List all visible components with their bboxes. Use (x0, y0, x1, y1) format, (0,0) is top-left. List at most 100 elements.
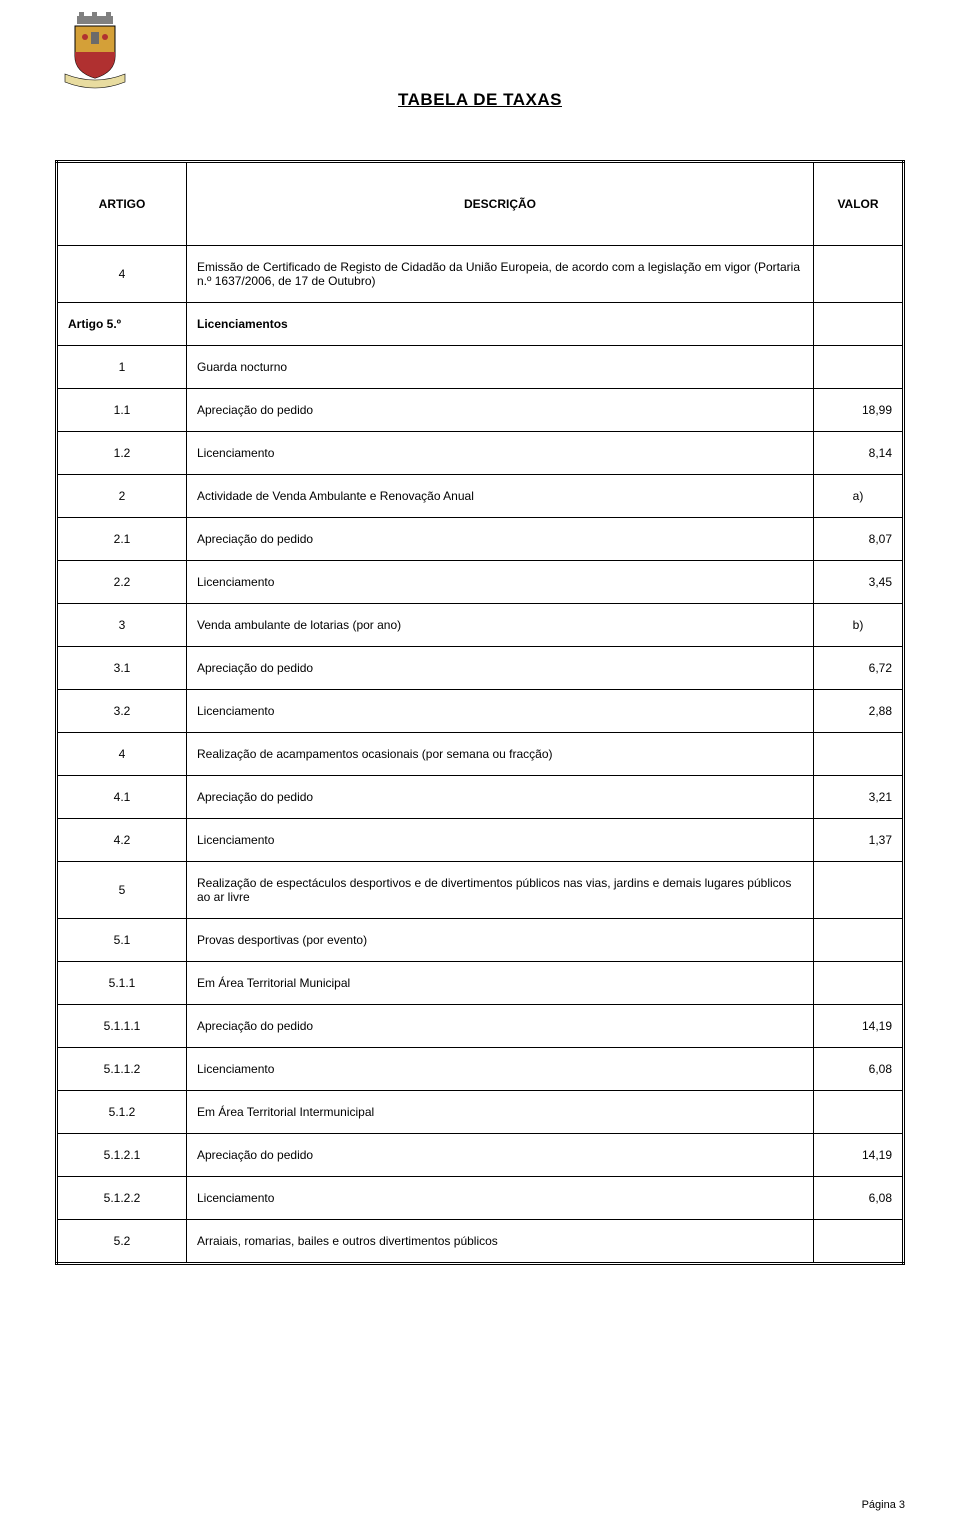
cell-descricao: Em Área Territorial Municipal (187, 962, 814, 1005)
cell-artigo: 5.1.2.2 (57, 1177, 187, 1220)
cell-descricao: Licenciamento (187, 561, 814, 604)
cell-valor (814, 733, 904, 776)
table-row: 5Realização de espectáculos desportivos … (57, 862, 904, 919)
col-header-valor: VALOR (814, 162, 904, 246)
cell-descricao: Apreciação do pedido (187, 1005, 814, 1048)
cell-valor (814, 1220, 904, 1264)
cell-artigo: 1 (57, 346, 187, 389)
cell-descricao: Apreciação do pedido (187, 518, 814, 561)
table-row: 2.2Licenciamento3,45 (57, 561, 904, 604)
table-row: 5.1.1.1Apreciação do pedido14,19 (57, 1005, 904, 1048)
col-header-artigo: ARTIGO (57, 162, 187, 246)
table-row: Artigo 5.ºLicenciamentos (57, 303, 904, 346)
cell-valor: 8,14 (814, 432, 904, 475)
cell-valor: 2,88 (814, 690, 904, 733)
cell-valor: 18,99 (814, 389, 904, 432)
cell-descricao: Provas desportivas (por evento) (187, 919, 814, 962)
col-header-descricao: DESCRIÇÃO (187, 162, 814, 246)
table-row: 5.2Arraiais, romarias, bailes e outros d… (57, 1220, 904, 1264)
table-row: 2.1Apreciação do pedido8,07 (57, 518, 904, 561)
cell-artigo: 4 (57, 246, 187, 303)
cell-descricao: Emissão de Certificado de Registo de Cid… (187, 246, 814, 303)
cell-valor: 14,19 (814, 1134, 904, 1177)
page-title: TABELA DE TAXAS (55, 90, 905, 110)
cell-descricao: Licenciamento (187, 1048, 814, 1091)
cell-valor: 1,37 (814, 819, 904, 862)
cell-valor (814, 346, 904, 389)
cell-valor (814, 246, 904, 303)
cell-artigo: 5.1.2.1 (57, 1134, 187, 1177)
table-row: 3.1Apreciação do pedido6,72 (57, 647, 904, 690)
cell-valor (814, 962, 904, 1005)
cell-artigo: 4.2 (57, 819, 187, 862)
table-row: 1Guarda nocturno (57, 346, 904, 389)
taxes-table: ARTIGO DESCRIÇÃO VALOR 4Emissão de Certi… (55, 160, 905, 1265)
cell-descricao: Realização de acampamentos ocasionais (p… (187, 733, 814, 776)
cell-descricao: Licenciamento (187, 819, 814, 862)
cell-artigo: 4 (57, 733, 187, 776)
municipal-crest-icon (55, 12, 135, 95)
table-row: 3Venda ambulante de lotarias (por ano)b) (57, 604, 904, 647)
cell-artigo: 5.1.1 (57, 962, 187, 1005)
cell-valor: 8,07 (814, 518, 904, 561)
cell-descricao: Arraiais, romarias, bailes e outros dive… (187, 1220, 814, 1264)
cell-artigo: 2.2 (57, 561, 187, 604)
cell-descricao: Actividade de Venda Ambulante e Renovaçã… (187, 475, 814, 518)
cell-valor (814, 862, 904, 919)
cell-valor: 6,08 (814, 1048, 904, 1091)
cell-artigo: 2.1 (57, 518, 187, 561)
cell-artigo: 5.1.2 (57, 1091, 187, 1134)
cell-descricao: Apreciação do pedido (187, 1134, 814, 1177)
cell-descricao: Realização de espectáculos desportivos e… (187, 862, 814, 919)
cell-valor: 3,45 (814, 561, 904, 604)
cell-valor: 3,21 (814, 776, 904, 819)
table-header-row: ARTIGO DESCRIÇÃO VALOR (57, 162, 904, 246)
cell-valor: b) (814, 604, 904, 647)
table-row: 5.1Provas desportivas (por evento) (57, 919, 904, 962)
cell-valor: a) (814, 475, 904, 518)
page-footer: Página 3 (862, 1499, 905, 1511)
cell-artigo: 3 (57, 604, 187, 647)
cell-artigo: 4.1 (57, 776, 187, 819)
table-row: 3.2Licenciamento2,88 (57, 690, 904, 733)
cell-artigo: Artigo 5.º (57, 303, 187, 346)
table-row: 5.1.1.2Licenciamento6,08 (57, 1048, 904, 1091)
cell-artigo: 5.1 (57, 919, 187, 962)
cell-artigo: 5.2 (57, 1220, 187, 1264)
cell-valor: 14,19 (814, 1005, 904, 1048)
cell-artigo: 3.2 (57, 690, 187, 733)
cell-artigo: 3.1 (57, 647, 187, 690)
cell-artigo: 5 (57, 862, 187, 919)
cell-descricao: Venda ambulante de lotarias (por ano) (187, 604, 814, 647)
table-row: 2Actividade de Venda Ambulante e Renovaç… (57, 475, 904, 518)
cell-valor (814, 919, 904, 962)
table-row: 4Emissão de Certificado de Registo de Ci… (57, 246, 904, 303)
table-row: 5.1.1Em Área Territorial Municipal (57, 962, 904, 1005)
cell-descricao: Guarda nocturno (187, 346, 814, 389)
cell-artigo: 5.1.1.1 (57, 1005, 187, 1048)
cell-descricao: Licenciamento (187, 1177, 814, 1220)
cell-descricao: Licenciamentos (187, 303, 814, 346)
cell-descricao: Apreciação do pedido (187, 389, 814, 432)
cell-descricao: Licenciamento (187, 432, 814, 475)
cell-artigo: 2 (57, 475, 187, 518)
cell-artigo: 5.1.1.2 (57, 1048, 187, 1091)
table-row: 5.1.2Em Área Territorial Intermunicipal (57, 1091, 904, 1134)
cell-descricao: Apreciação do pedido (187, 776, 814, 819)
cell-valor (814, 303, 904, 346)
cell-descricao: Em Área Territorial Intermunicipal (187, 1091, 814, 1134)
cell-valor (814, 1091, 904, 1134)
cell-descricao: Licenciamento (187, 690, 814, 733)
cell-artigo: 1.2 (57, 432, 187, 475)
cell-valor: 6,08 (814, 1177, 904, 1220)
table-row: 4.1Apreciação do pedido3,21 (57, 776, 904, 819)
cell-descricao: Apreciação do pedido (187, 647, 814, 690)
table-row: 4.2Licenciamento1,37 (57, 819, 904, 862)
cell-artigo: 1.1 (57, 389, 187, 432)
table-row: 4Realização de acampamentos ocasionais (… (57, 733, 904, 776)
cell-valor: 6,72 (814, 647, 904, 690)
table-row: 1.1Apreciação do pedido18,99 (57, 389, 904, 432)
table-row: 5.1.2.2Licenciamento6,08 (57, 1177, 904, 1220)
table-row: 1.2Licenciamento8,14 (57, 432, 904, 475)
table-row: 5.1.2.1Apreciação do pedido14,19 (57, 1134, 904, 1177)
